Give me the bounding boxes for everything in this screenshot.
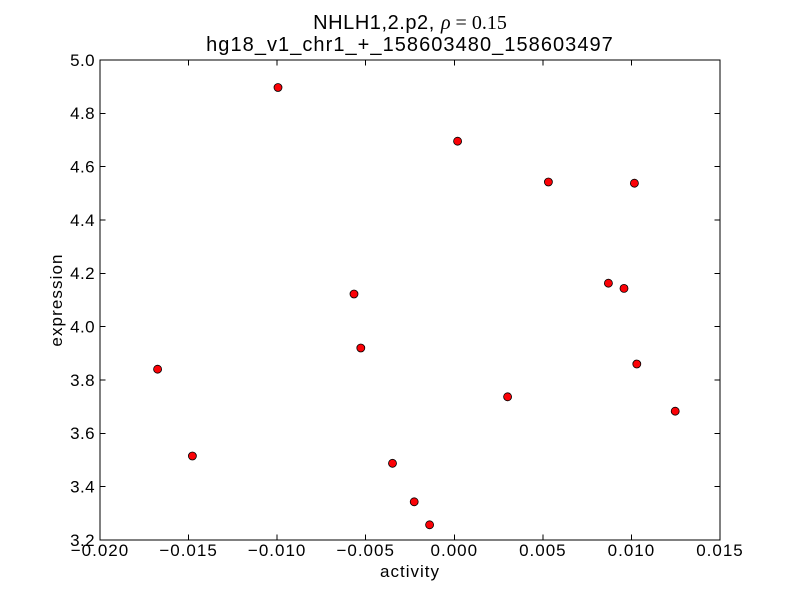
svg-text:expression: expression — [47, 253, 66, 346]
svg-text:activity: activity — [380, 562, 440, 581]
svg-text:3.8: 3.8 — [70, 371, 95, 390]
svg-text:4.4: 4.4 — [70, 211, 95, 230]
svg-text:4.8: 4.8 — [70, 104, 95, 123]
svg-text:4.2: 4.2 — [70, 264, 95, 283]
svg-text:4.0: 4.0 — [70, 318, 95, 337]
svg-text:−0.015: −0.015 — [159, 541, 217, 560]
svg-text:hg18_v1_chr1_+_158603480_15860: hg18_v1_chr1_+_158603480_158603497 — [206, 34, 614, 56]
svg-text:0.005: 0.005 — [519, 541, 567, 560]
svg-text:3.4: 3.4 — [70, 478, 95, 497]
svg-text:0.000: 0.000 — [431, 541, 479, 560]
svg-text:4.6: 4.6 — [70, 158, 95, 177]
svg-text:3.2: 3.2 — [70, 531, 95, 550]
svg-text:5.0: 5.0 — [70, 51, 95, 70]
svg-text:−0.010: −0.010 — [248, 541, 306, 560]
svg-text:−0.005: −0.005 — [336, 541, 394, 560]
svg-text:3.6: 3.6 — [70, 424, 95, 443]
svg-text:0.015: 0.015 — [696, 541, 744, 560]
svg-text:0.010: 0.010 — [608, 541, 656, 560]
svg-text:−0.020: −0.020 — [71, 541, 129, 560]
svg-text:NHLH1,2.p2, ρ = 0.15: NHLH1,2.p2, ρ = 0.15 — [313, 12, 507, 34]
